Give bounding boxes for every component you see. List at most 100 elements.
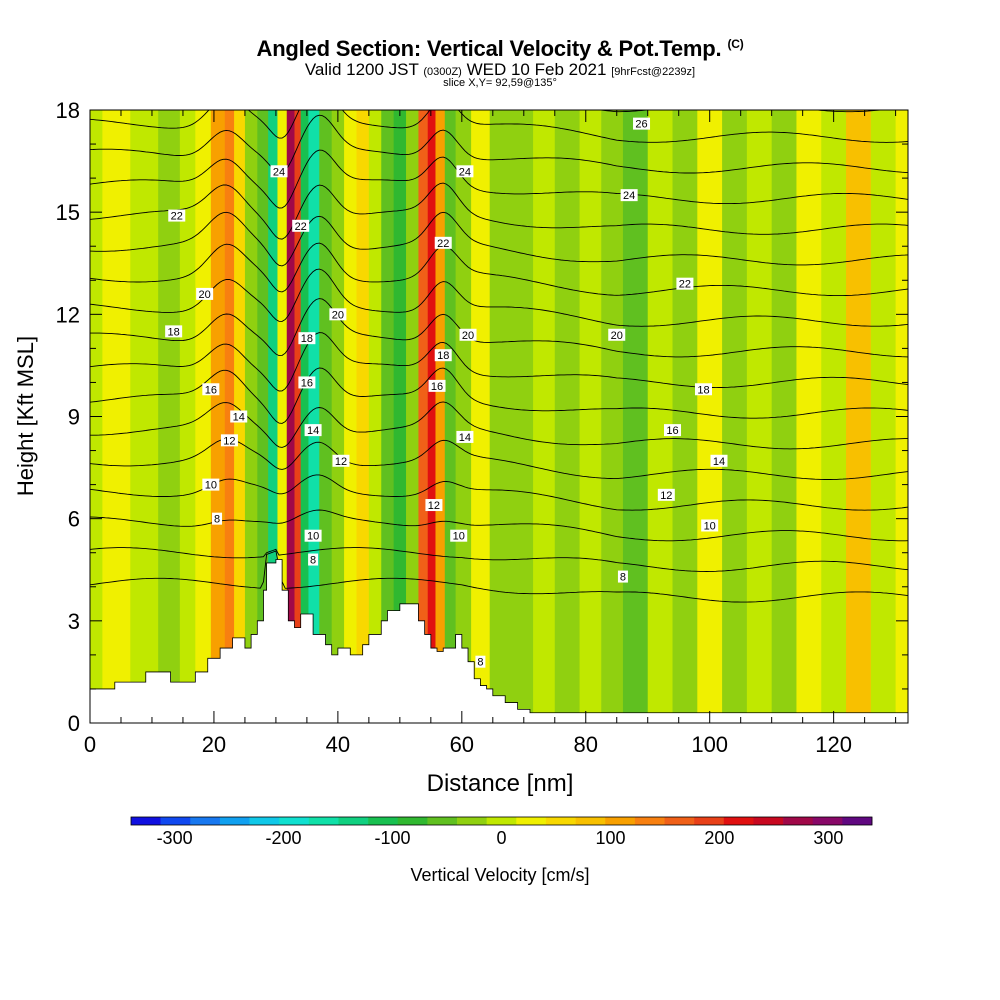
isentrope-line (90, 547, 908, 572)
colorbar-swatch (249, 817, 280, 825)
contour-label: 12 (657, 488, 675, 502)
isentrope-line (90, 114, 908, 174)
velocity-column (331, 110, 345, 723)
isentrope-line (90, 0, 908, 25)
contour-label-text: 8 (477, 657, 483, 669)
isentrope-line (90, 401, 908, 450)
velocity-column (455, 110, 472, 723)
y-tick-label: 6 (68, 507, 80, 532)
contour-label: 14 (456, 430, 474, 444)
contour-label-text: 10 (205, 480, 217, 492)
colorbar-swatch (783, 817, 814, 825)
colorbar-tick-label: 100 (595, 828, 625, 848)
velocity-column (308, 110, 320, 723)
colorbar-swatch (190, 817, 221, 825)
isentrope-line (90, 149, 908, 209)
contour-label: 26 (633, 117, 651, 131)
contour-label-text: 26 (635, 119, 647, 131)
isentrope-line (598, 110, 885, 113)
colorbar-swatch (457, 817, 487, 825)
contour-label: 14 (710, 454, 728, 468)
contour-label: 16 (664, 424, 682, 437)
contour-label-text: 18 (301, 333, 313, 345)
isentrope-line (90, 474, 908, 511)
isentrope-line (90, 332, 908, 392)
velocity-column (471, 110, 491, 723)
contour-label-text: 22 (437, 238, 449, 250)
contour-label-text: 24 (459, 166, 471, 178)
contour-label: 12 (220, 434, 238, 447)
chart-title: Angled Section: Vertical Velocity & Pot.… (0, 36, 1000, 62)
colorbar-tick-label: -200 (266, 828, 302, 848)
velocity-column (435, 110, 446, 723)
velocity-column (746, 110, 773, 723)
contour-label-text: 10 (307, 531, 319, 543)
x-axis-label: Distance [nm] (427, 770, 574, 797)
colorbar-tick-label: -100 (375, 828, 411, 848)
colorbar-swatch (575, 817, 606, 825)
velocity-column (268, 110, 279, 723)
colorbar-swatch (308, 817, 339, 825)
contour-label: 22 (292, 219, 310, 233)
isentrope-line (90, 110, 908, 143)
velocity-column (533, 110, 556, 723)
contour-label-text: 16 (431, 381, 443, 393)
forecast-info: [9hrFcst@2239z] (611, 66, 696, 78)
contour-label: 22 (168, 209, 186, 223)
colorbar-tick-label: -300 (157, 828, 193, 848)
isentrope-line (90, 28, 908, 81)
contour-label: 10 (304, 529, 322, 543)
contour-label-text: 16 (301, 377, 313, 389)
x-tick-label: 0 (84, 732, 96, 757)
contour-label-text: 20 (611, 330, 623, 342)
contour-label: 24 (456, 165, 474, 178)
colorbar-swatch (397, 817, 428, 825)
contour-label-text: 22 (679, 279, 691, 291)
contour-label-text: 12 (428, 500, 440, 512)
contour-label: 22 (434, 236, 452, 250)
velocity-column (195, 110, 212, 723)
contour-label: 10 (450, 529, 468, 543)
velocity-column (427, 110, 437, 723)
velocity-column (796, 110, 822, 723)
contour-label: 20 (608, 328, 626, 342)
contour-label: 18 (434, 349, 452, 362)
contour-label: 18 (165, 325, 183, 338)
y-axis-label: Height [Kft MSL] (13, 336, 38, 496)
velocity-field (90, 110, 908, 723)
contour-label: 12 (425, 499, 443, 512)
colorbar-tick-label: 200 (704, 828, 734, 848)
contour-label-text: 14 (713, 456, 725, 468)
velocity-column (210, 110, 226, 723)
isentrope-line (90, 0, 908, 55)
contour-label: 8 (475, 655, 486, 669)
contour-label: 10 (202, 478, 220, 492)
colorbar-swatch (486, 817, 517, 825)
valid-date: WED 10 Feb 2021 (466, 60, 607, 79)
velocity-column (179, 110, 196, 723)
x-tick-label: 80 (574, 732, 598, 757)
colorbar-swatch (605, 817, 636, 825)
colorbar: -300 -200 -100 0 100 200 300 (130, 816, 873, 848)
contour-label: 16 (298, 376, 316, 389)
velocity-column (356, 110, 370, 723)
contour-label-text: 16 (205, 384, 217, 396)
colorbar-swatch (368, 817, 399, 825)
title-unit: (C) (727, 36, 744, 51)
colorbar-swatch (545, 817, 576, 825)
velocity-column (647, 110, 674, 723)
velocity-column (344, 110, 358, 723)
velocity-column (393, 110, 407, 723)
velocity-column (672, 110, 698, 723)
colorbar-swatch (842, 817, 873, 825)
axes: 0 20 40 60 80 100 120 0 3 6 9 12 15 18 (56, 98, 908, 757)
contour-label: 16 (202, 383, 220, 396)
colorbar-swatch (723, 817, 754, 825)
y-tick-label: 18 (56, 98, 80, 123)
colorbar-swatch (279, 817, 310, 825)
terrain (90, 559, 908, 723)
colorbar-tick-label: 0 (496, 828, 506, 848)
contour-label: 20 (329, 308, 347, 321)
contour-label-text: 18 (697, 384, 709, 396)
